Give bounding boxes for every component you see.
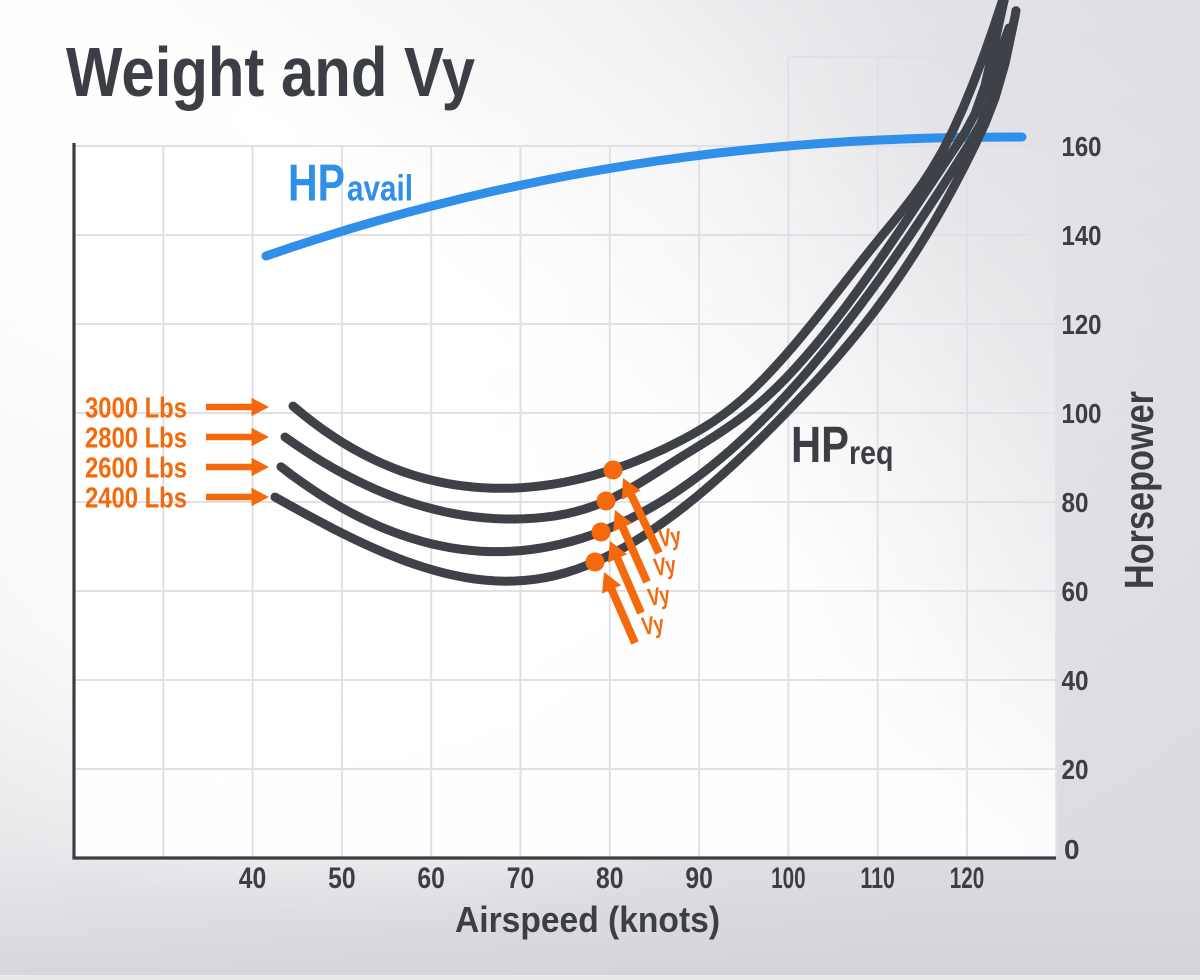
svg-text:Vy: Vy [646,581,672,612]
svg-text:Airspeed (knots): Airspeed (knots) [455,899,720,940]
svg-text:HPavail: HPavail [288,155,413,213]
svg-text:80: 80 [1062,487,1089,518]
svg-text:20: 20 [1062,754,1089,785]
svg-text:50: 50 [328,862,356,895]
svg-text:Vy: Vy [640,610,666,641]
svg-text:80: 80 [596,862,624,895]
svg-text:3000 Lbs: 3000 Lbs [85,393,187,425]
svg-text:2800 Lbs: 2800 Lbs [85,423,187,455]
svg-text:HPreq: HPreq [791,416,894,473]
svg-text:100: 100 [771,862,806,895]
svg-text:Vy: Vy [657,522,683,553]
svg-text:110: 110 [860,862,895,895]
svg-text:120: 120 [950,862,985,895]
svg-text:Vy: Vy [652,551,678,582]
svg-text:2400 Lbs: 2400 Lbs [85,483,187,515]
svg-text:60: 60 [417,862,445,895]
svg-text:2600 Lbs: 2600 Lbs [85,453,187,485]
svg-text:90: 90 [685,862,713,895]
svg-text:Horsepower: Horsepower [1116,391,1162,589]
svg-text:40: 40 [239,862,266,895]
svg-text:0: 0 [1064,834,1080,865]
svg-text:160: 160 [1062,131,1102,162]
svg-text:60: 60 [1062,576,1089,607]
svg-text:70: 70 [507,862,535,895]
svg-text:40: 40 [1062,665,1089,696]
svg-text:140: 140 [1062,220,1102,251]
svg-text:100: 100 [1062,398,1102,429]
svg-text:Weight and Vy: Weight and Vy [66,33,475,111]
svg-text:120: 120 [1062,309,1102,340]
